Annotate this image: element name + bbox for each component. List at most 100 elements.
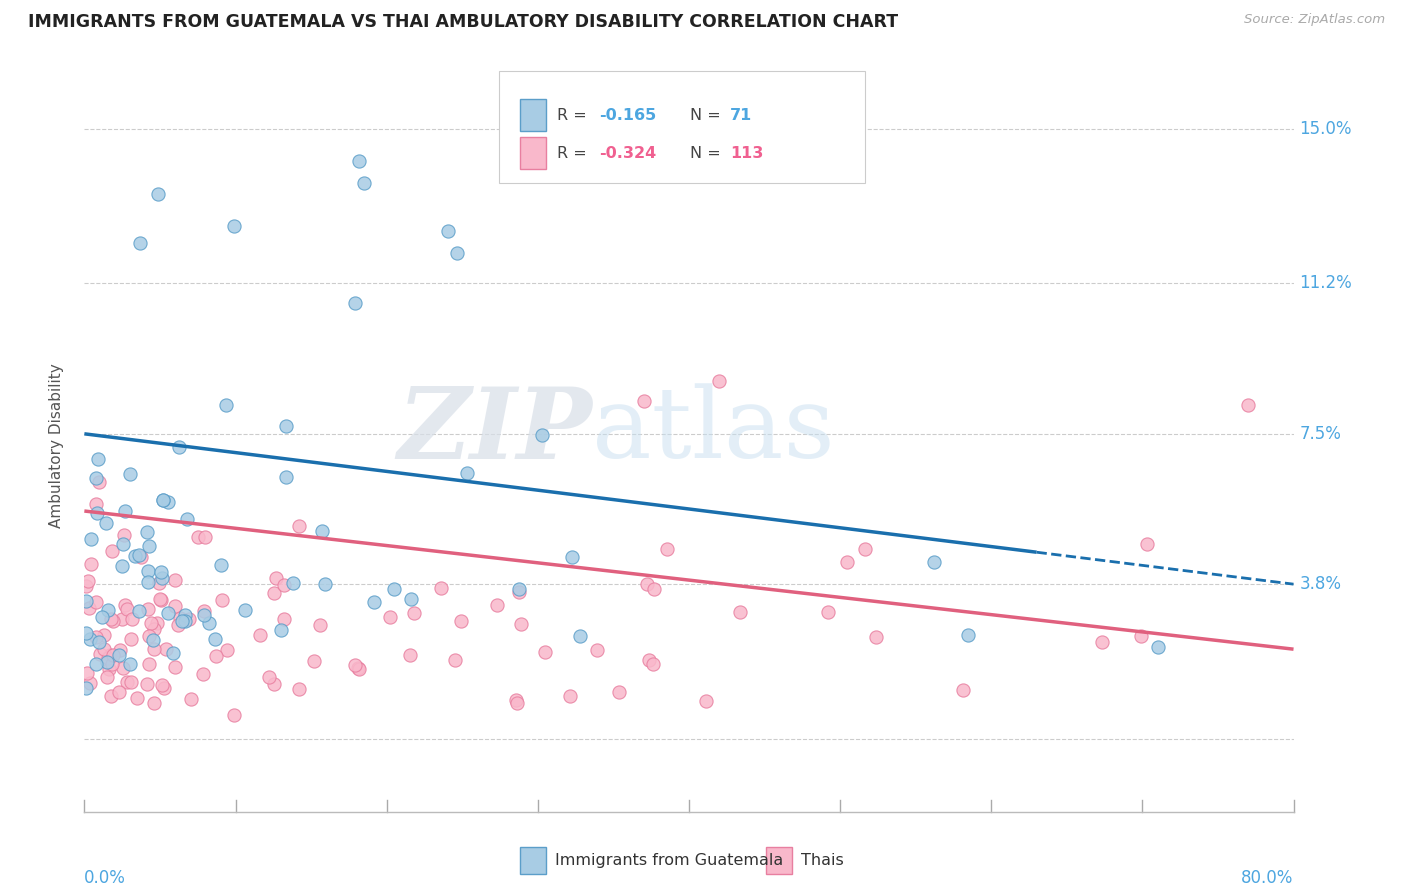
Point [209, 558, 232, 572]
Point [456, 466, 478, 480]
Point [485, 598, 508, 612]
Point [86, 630, 108, 644]
Text: Source: ZipAtlas.com: Source: ZipAtlas.com [1244, 13, 1385, 27]
Point [163, 573, 186, 587]
Point [121, 612, 143, 626]
Point [103, 615, 125, 629]
Point [101, 648, 124, 663]
Point [135, 524, 157, 539]
Point [437, 224, 460, 238]
Point [249, 628, 271, 642]
Point [138, 657, 160, 671]
Point [80, 533, 103, 547]
Text: -0.324: -0.324 [599, 146, 657, 161]
Point [150, 678, 173, 692]
Point [79, 676, 101, 690]
Point [655, 542, 678, 557]
Point [1136, 537, 1159, 551]
Point [80, 558, 103, 572]
Point [191, 666, 214, 681]
Point [152, 493, 174, 508]
Point [179, 691, 201, 706]
Point [633, 394, 655, 409]
Point [120, 632, 142, 647]
Point [100, 690, 122, 704]
Point [149, 592, 172, 607]
Point [204, 632, 226, 646]
Point [273, 578, 295, 592]
Point [112, 527, 135, 541]
Text: N =: N = [690, 146, 727, 161]
Point [637, 653, 659, 667]
Point [343, 657, 366, 672]
Point [138, 539, 160, 553]
Text: 3.8%: 3.8% [1299, 575, 1341, 593]
Point [138, 564, 160, 578]
Point [281, 575, 304, 590]
Point [165, 599, 187, 614]
Point [506, 696, 529, 710]
Point [87, 452, 110, 467]
Point [111, 661, 134, 675]
Point [128, 604, 150, 618]
Point [257, 669, 280, 683]
Point [156, 495, 179, 509]
Point [107, 685, 129, 699]
Point [76, 666, 98, 681]
Point [187, 530, 209, 544]
Point [402, 607, 425, 621]
Point [84, 471, 107, 485]
Point [114, 504, 136, 518]
Point [585, 642, 607, 657]
Point [853, 542, 876, 557]
Point [1091, 635, 1114, 649]
Point [343, 296, 366, 310]
Text: 7.5%: 7.5% [1299, 425, 1341, 442]
Point [111, 537, 134, 551]
Point [120, 675, 142, 690]
Point [508, 582, 530, 597]
Point [128, 235, 150, 250]
Point [263, 677, 285, 691]
Point [224, 708, 246, 723]
Text: 15.0%: 15.0% [1299, 120, 1353, 138]
Point [378, 610, 401, 624]
Y-axis label: Ambulatory Disability: Ambulatory Disability [49, 364, 63, 528]
Point [96, 655, 118, 669]
Point [148, 575, 170, 590]
Point [176, 512, 198, 526]
Point [709, 374, 731, 388]
Point [695, 694, 717, 708]
Text: 0.0%: 0.0% [84, 869, 127, 887]
Text: Immigrants from Guatemala: Immigrants from Guatemala [555, 854, 783, 868]
Point [287, 519, 309, 533]
Point [561, 550, 583, 565]
Point [956, 628, 979, 642]
Point [146, 186, 169, 201]
Point [114, 599, 136, 613]
Point [1237, 398, 1260, 412]
Point [193, 530, 215, 544]
Point [728, 605, 751, 619]
Point [641, 657, 664, 672]
Point [865, 630, 887, 644]
Point [77, 601, 100, 615]
Point [142, 696, 165, 710]
Point [308, 617, 330, 632]
Point [165, 660, 187, 674]
Point [100, 657, 122, 672]
Point [89, 634, 111, 648]
Point [276, 470, 298, 484]
Text: ZIP: ZIP [398, 384, 592, 480]
Point [382, 582, 405, 596]
Point [179, 612, 201, 626]
Point [430, 581, 453, 595]
Point [146, 616, 169, 631]
Point [505, 693, 527, 707]
Point [643, 582, 665, 597]
Point [84, 497, 107, 511]
Point [129, 549, 152, 564]
Point [118, 657, 141, 672]
Point [533, 645, 555, 659]
Point [450, 614, 472, 628]
